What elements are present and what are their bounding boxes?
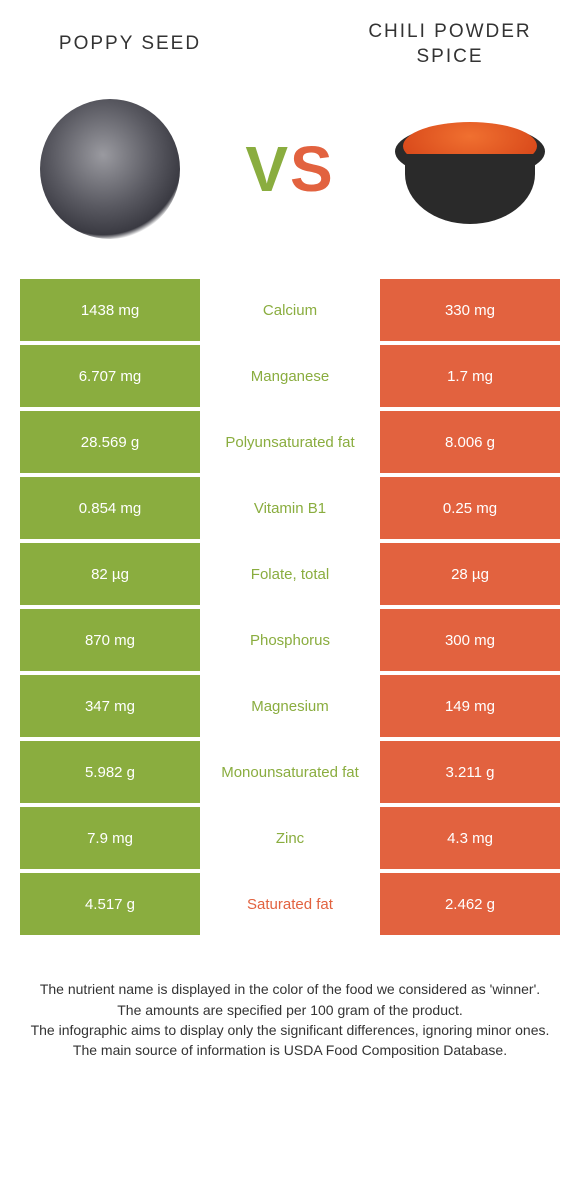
footer-line: The amounts are specified per 100 gram o… [25,1000,555,1020]
left-value: 1438 mg [20,279,200,341]
nutrient-name: Saturated fat [200,873,380,935]
table-row: 870 mgPhosphorus300 mg [20,609,560,671]
left-value: 4.517 g [20,873,200,935]
right-value: 28 µg [380,543,560,605]
footer-line: The main source of information is USDA F… [25,1040,555,1060]
poppy-seed-icon [40,99,180,239]
header: Poppy seed Chili powder spice [0,0,580,79]
left-value: 82 µg [20,543,200,605]
vs-v: V [245,133,290,205]
right-value: 300 mg [380,609,560,671]
nutrient-name: Manganese [200,345,380,407]
table-row: 347 mgMagnesium149 mg [20,675,560,737]
chili-bowl-icon [395,114,545,224]
nutrient-name: Monounsaturated fat [200,741,380,803]
table-row: 5.982 gMonounsaturated fat3.211 g [20,741,560,803]
footer-line: The nutrient name is displayed in the co… [25,979,555,999]
right-food-image [390,89,550,249]
right-value: 1.7 mg [380,345,560,407]
left-food-image [30,89,190,249]
table-row: 4.517 gSaturated fat2.462 g [20,873,560,935]
right-value: 149 mg [380,675,560,737]
nutrient-name: Polyunsaturated fat [200,411,380,473]
nutrient-name: Phosphorus [200,609,380,671]
table-row: 0.854 mgVitamin B10.25 mg [20,477,560,539]
vs-s: S [290,133,335,205]
nutrient-name: Magnesium [200,675,380,737]
left-value: 7.9 mg [20,807,200,869]
images-row: VS [0,79,580,279]
left-value: 5.982 g [20,741,200,803]
right-value: 3.211 g [380,741,560,803]
nutrient-name: Calcium [200,279,380,341]
right-value: 0.25 mg [380,477,560,539]
left-value: 347 mg [20,675,200,737]
vs-label: VS [245,132,334,206]
right-value: 2.462 g [380,873,560,935]
nutrient-name: Zinc [200,807,380,869]
footer-line: The infographic aims to display only the… [25,1020,555,1040]
left-value: 28.569 g [20,411,200,473]
table-row: 7.9 mgZinc4.3 mg [20,807,560,869]
right-value: 4.3 mg [380,807,560,869]
right-food-title: Chili powder spice [350,20,550,69]
table-row: 1438 mgCalcium330 mg [20,279,560,341]
left-value: 0.854 mg [20,477,200,539]
right-value: 8.006 g [380,411,560,473]
left-value: 870 mg [20,609,200,671]
left-food-title: Poppy seed [30,32,230,57]
table-row: 6.707 mgManganese1.7 mg [20,345,560,407]
right-value: 330 mg [380,279,560,341]
table-row: 82 µgFolate, total28 µg [20,543,560,605]
table-row: 28.569 gPolyunsaturated fat8.006 g [20,411,560,473]
nutrient-name: Vitamin B1 [200,477,380,539]
nutrient-name: Folate, total [200,543,380,605]
left-value: 6.707 mg [20,345,200,407]
footer-notes: The nutrient name is displayed in the co… [0,939,580,1060]
comparison-table: 1438 mgCalcium330 mg6.707 mgManganese1.7… [0,279,580,935]
